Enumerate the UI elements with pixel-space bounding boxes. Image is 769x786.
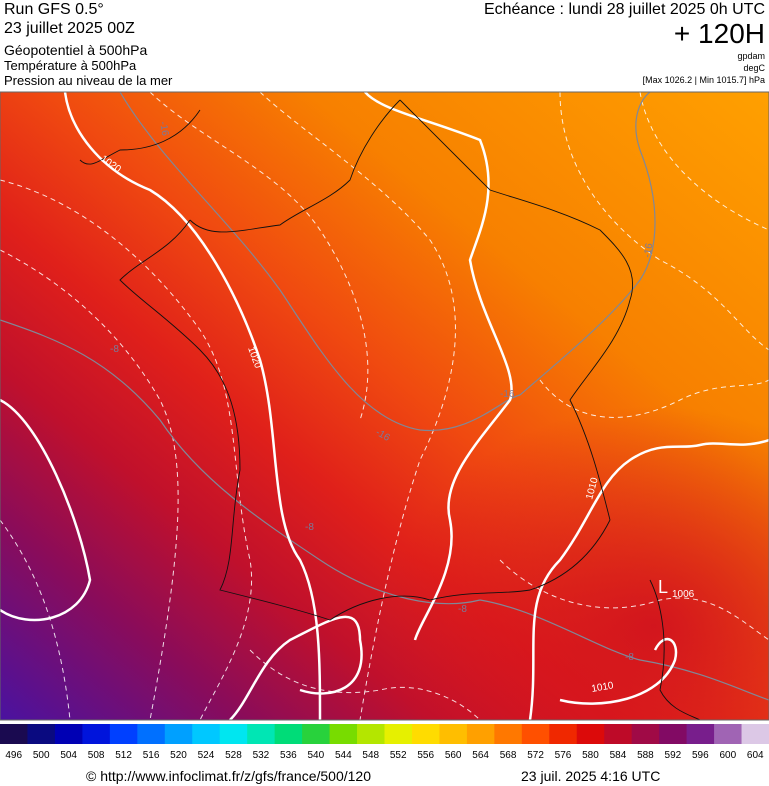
lead-time: + 120H bbox=[674, 18, 765, 49]
colorbar-swatch bbox=[357, 724, 385, 744]
field-label: Température à 500hPa bbox=[4, 58, 137, 73]
colorbar-label: 588 bbox=[637, 750, 654, 761]
temperature-isolines bbox=[0, 92, 769, 701]
colorbar-swatch bbox=[192, 724, 221, 744]
colorbar-label: 500 bbox=[33, 750, 50, 761]
colorbar-swatch bbox=[302, 724, 331, 744]
colorbar-label: 516 bbox=[143, 750, 160, 761]
colorbar-swatch bbox=[686, 724, 715, 744]
colorbar-label: 576 bbox=[555, 750, 572, 761]
colorbar-swatch bbox=[494, 724, 523, 744]
temperature-label: -8 bbox=[305, 522, 314, 533]
forecast-time: Echéance : lundi 28 juillet 2025 0h UTC bbox=[484, 1, 765, 18]
colorbar-swatch bbox=[274, 724, 303, 744]
pressure-isobars bbox=[0, 92, 769, 720]
run-title: Run GFS 0.5° bbox=[4, 1, 104, 18]
unit: gpdam bbox=[737, 51, 765, 61]
isobar-label: L bbox=[658, 577, 668, 597]
temperature-label: -8 bbox=[110, 344, 119, 355]
colorbar-label: 556 bbox=[417, 750, 434, 761]
colorbar-swatch bbox=[109, 724, 138, 744]
colorbar-label: 596 bbox=[692, 750, 709, 761]
colorbar-swatch bbox=[659, 724, 688, 744]
isobar-label: 1006 bbox=[672, 589, 695, 600]
temperature-label: -8 bbox=[458, 604, 467, 615]
colorbar: 496 500 504 508 512 516 520 524 528 532 536 540 544 5… bbox=[0, 724, 769, 761]
colorbar-label: 496 bbox=[5, 750, 22, 761]
temperature-label: -8 bbox=[625, 652, 634, 663]
source-url: © http://www.infoclimat.fr/z/gfs/france/… bbox=[86, 768, 371, 784]
colorbar-label: 580 bbox=[582, 750, 599, 761]
map-frame bbox=[0, 91, 769, 721]
colorbar-swatch bbox=[714, 724, 743, 744]
colorbar-swatch bbox=[27, 724, 56, 744]
colorbar-swatch bbox=[411, 724, 440, 744]
colorbar-label: 524 bbox=[198, 750, 215, 761]
colorbar-swatch bbox=[0, 724, 28, 744]
colorbar-swatch bbox=[439, 724, 468, 744]
colorbar-label: 568 bbox=[500, 750, 517, 761]
colorbar-label: 508 bbox=[88, 750, 105, 761]
colorbar-label: 504 bbox=[60, 750, 77, 761]
colorbar-label: 592 bbox=[665, 750, 682, 761]
timestamp: 23 juil. 2025 4:16 UTC bbox=[521, 768, 660, 784]
temperature-label: -16 bbox=[157, 121, 170, 138]
colorbar-swatch bbox=[219, 724, 248, 744]
colorbar-swatch bbox=[576, 724, 605, 744]
run-date: 23 juillet 2025 00Z bbox=[4, 20, 135, 37]
temperature-label: -16 bbox=[500, 389, 515, 400]
dashed-isolines bbox=[0, 92, 769, 720]
isobar-label: 1010 bbox=[591, 680, 615, 695]
colorbar-label: 572 bbox=[527, 750, 544, 761]
colorbar-label: 512 bbox=[115, 750, 132, 761]
colorbar-label: 536 bbox=[280, 750, 297, 761]
colorbar-swatch bbox=[82, 724, 111, 744]
colorbar-swatch bbox=[247, 724, 276, 744]
colorbar-swatch bbox=[466, 724, 495, 744]
field-label: Géopotentiel à 500hPa bbox=[4, 42, 147, 58]
field-label: Pression au niveau de la mer bbox=[4, 73, 173, 88]
colorbar-swatch bbox=[137, 724, 166, 744]
colorbar-label: 540 bbox=[307, 750, 324, 761]
colorbar-swatch bbox=[329, 724, 358, 744]
colorbar-label: 604 bbox=[747, 750, 764, 761]
colorbar-label: 528 bbox=[225, 750, 242, 761]
coastline bbox=[79, 99, 701, 720]
colorbar-swatch bbox=[521, 724, 550, 744]
colorbar-swatch bbox=[549, 724, 578, 744]
colorbar-swatch bbox=[631, 724, 660, 744]
colorbar-label: 552 bbox=[390, 750, 407, 761]
colorbar-label: 544 bbox=[335, 750, 352, 761]
map-shade bbox=[0, 92, 769, 720]
colorbar-label: 584 bbox=[610, 750, 627, 761]
colorbar-label: 520 bbox=[170, 750, 187, 761]
temperature-label: -16 bbox=[642, 242, 655, 259]
colorbar-label: 560 bbox=[445, 750, 462, 761]
colorbar-swatch bbox=[54, 724, 83, 744]
colorbar-swatch bbox=[164, 724, 193, 744]
colorbar-label: 532 bbox=[253, 750, 270, 761]
pressure-range: [Max 1026.2 | Min 1015.7] hPa bbox=[643, 75, 765, 85]
colorbar-label: 564 bbox=[472, 750, 489, 761]
unit: degC bbox=[743, 63, 765, 73]
colorbar-swatch bbox=[741, 724, 769, 744]
colorbar-swatch bbox=[604, 724, 633, 744]
colorbar-swatch bbox=[384, 724, 413, 744]
colorbar-label: 600 bbox=[719, 750, 736, 761]
colorbar-label: 548 bbox=[362, 750, 379, 761]
